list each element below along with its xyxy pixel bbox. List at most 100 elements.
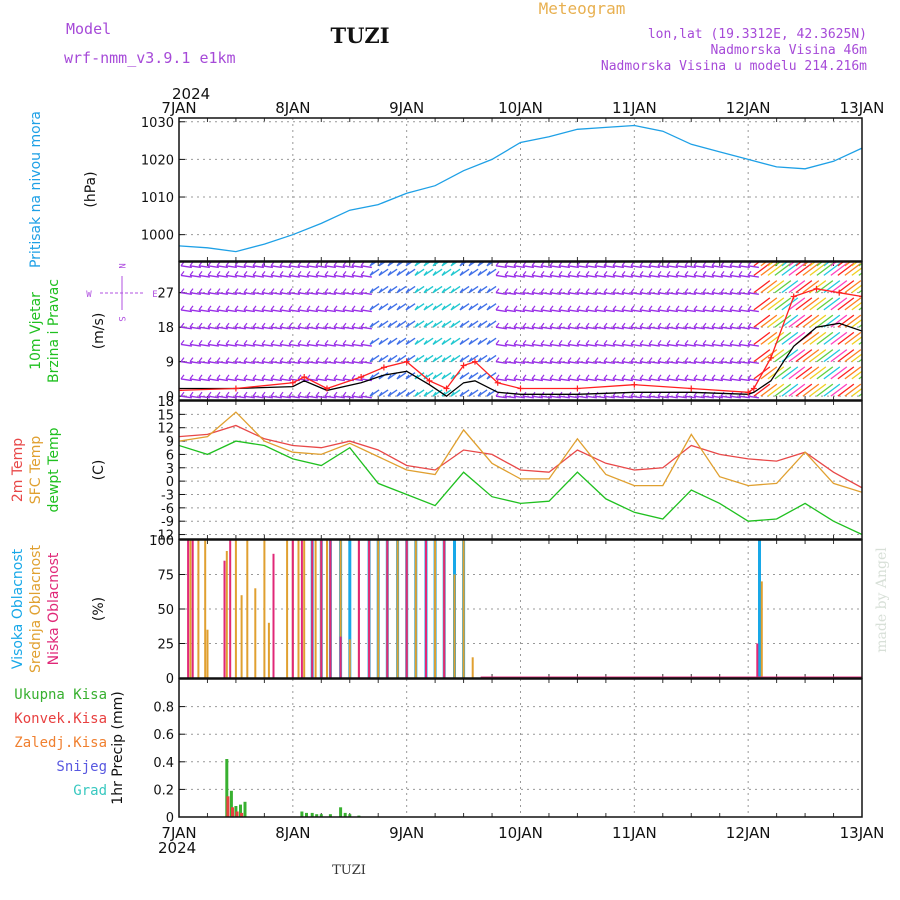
wind-barb-flag: [630, 271, 635, 276]
wind-barb-flag: [252, 288, 257, 294]
wind-barb-flag: [261, 288, 266, 294]
wind-barb-flag: [432, 340, 437, 345]
wind-barb-flag: [405, 391, 410, 397]
panel-precipitation: 0 0.2 0.4 0.6 0.8 Ukupna Kisa Konvek.Kisa Zaled…: [14, 678, 863, 826]
wind-barbs: [180, 262, 862, 399]
wind-barb: [657, 343, 669, 347]
wind-barb: [198, 360, 210, 365]
wind-barb: [198, 395, 210, 399]
wind-barb: [513, 309, 525, 313]
wind-barb: [531, 326, 543, 330]
wind-gust-line: [179, 288, 862, 393]
wind-barb-flag: [747, 357, 752, 363]
wind-barb: [315, 326, 327, 330]
wind-barb: [621, 395, 633, 399]
wind-barb: [549, 274, 561, 278]
wind-barb: [585, 265, 597, 269]
wind-barb-flag: [504, 340, 509, 345]
wind-barb-flag: [540, 271, 545, 276]
wind-barb: [216, 360, 228, 365]
wind-barb: [666, 291, 678, 296]
wind-barb-flag: [423, 340, 428, 345]
wind-barb: [657, 274, 669, 278]
wind-barb-storm: [823, 262, 841, 276]
wind-barb-flag: [234, 340, 239, 345]
wind-barb: [315, 343, 327, 347]
wind-barb-storm: [823, 383, 841, 397]
wind-barb-storm: [795, 366, 813, 380]
wind-barb-flag: [648, 271, 653, 276]
y-tick-label: 50: [157, 603, 174, 618]
wind-barb-storm: [753, 383, 771, 397]
wind-barb-flag: [216, 374, 221, 380]
wind-barb: [684, 395, 696, 399]
wind-barb: [549, 360, 561, 365]
time-tick-top: 8JAN: [275, 99, 310, 117]
wind-barb-flag: [468, 305, 473, 311]
wind-barb: [540, 395, 552, 399]
wind-barb: [198, 274, 210, 278]
wind-barb: [270, 309, 282, 313]
wind-barb-flag: [729, 357, 734, 363]
wind-barb: [207, 265, 219, 269]
wind-barb-flag: [315, 288, 320, 294]
wind-barb-flag: [342, 391, 347, 397]
cloud-bar-mid: [396, 540, 399, 678]
wind-barb-storm: [844, 262, 852, 267]
wind-barb-flag: [486, 340, 491, 345]
wind-barb-flag: [684, 340, 689, 345]
wind-barb: [261, 395, 273, 399]
wind-barb: [711, 360, 723, 365]
wind-barb-flag: [576, 305, 581, 311]
wind-barb-flag: [648, 288, 653, 294]
wind-barb-flag: [729, 305, 734, 311]
wind-barb: [216, 378, 228, 382]
wind-barb: [729, 395, 741, 399]
wind-barb: [306, 326, 318, 330]
wind-barb: [351, 360, 363, 365]
time-tick-top: 9JAN: [389, 99, 424, 117]
wind-barb: [180, 360, 192, 365]
cloud-bar-mid: [434, 540, 437, 678]
wind-barb-storm: [753, 349, 771, 363]
wind-barb: [189, 360, 201, 365]
wind-barb-flag: [693, 374, 698, 380]
wind-barb-flag: [522, 322, 527, 328]
credit-text: made by Angel: [874, 547, 890, 653]
wind-barb-flag: [360, 322, 365, 328]
wind-barb: [495, 326, 507, 330]
y-tick-label: 0.8: [153, 701, 174, 716]
panel-label-line: Pritisak na nivou mora: [28, 111, 44, 268]
wind-barb-flag: [315, 271, 320, 276]
wind-barb-flag: [702, 288, 707, 294]
wind-barb-flag: [522, 305, 527, 311]
wind-barb-flag: [180, 391, 185, 397]
wind-barb-flag: [306, 322, 311, 328]
wind-barb: [630, 309, 642, 313]
wind-barb-flag: [585, 374, 590, 380]
wind-barb: [639, 360, 651, 365]
wind-barb-flag: [369, 357, 374, 363]
wind-barb: [720, 291, 732, 296]
wind-barb-flag: [450, 305, 455, 311]
wind-barb-flag: [477, 322, 482, 328]
panel-label-line: Brzina i Pravac: [46, 279, 62, 383]
wind-barb-flag: [324, 288, 329, 294]
wind-barb-flag: [711, 271, 716, 276]
wind-barb-flag: [324, 340, 329, 345]
wind-barb: [243, 326, 255, 330]
wind-barb-flag: [576, 322, 581, 328]
wind-barb-flag: [558, 340, 563, 345]
precip-bar-total: [310, 812, 314, 817]
wind-barb-flag: [189, 340, 194, 345]
wind-barb: [342, 395, 354, 399]
wind-barb-flag: [315, 391, 320, 397]
wind-barb-flag: [657, 357, 662, 363]
wind-barb-storm: [802, 314, 820, 328]
wind-barb-storm: [830, 314, 848, 328]
wind-barb-flag: [441, 271, 446, 276]
wind-barb-flag: [279, 322, 284, 328]
wind-barb-flag: [459, 288, 464, 294]
wind-barb: [612, 309, 624, 313]
wind-barb-storm: [802, 349, 820, 363]
